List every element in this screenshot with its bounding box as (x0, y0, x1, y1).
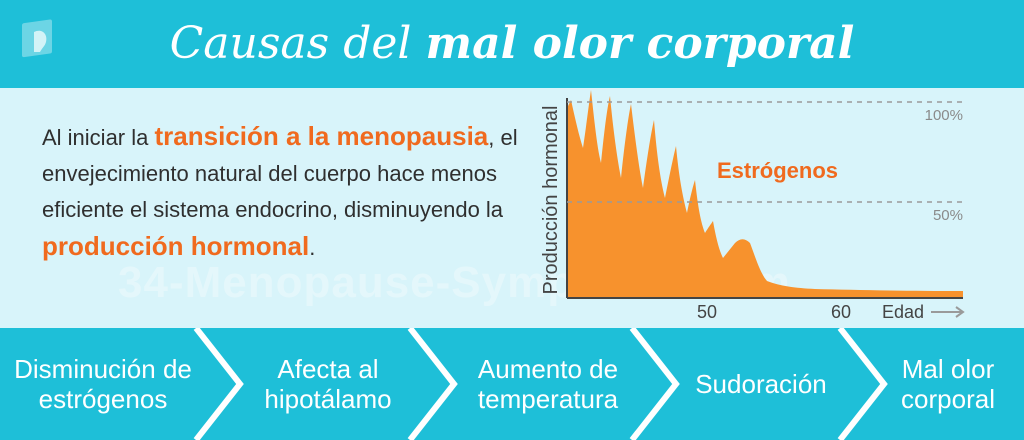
step-4: Sudoración (695, 369, 827, 399)
process-chevrons (193, 328, 888, 440)
title-regular: Causas del (169, 18, 412, 69)
step-5: Mal olor corporal (901, 354, 995, 414)
x-axis-arrow-icon (931, 306, 965, 318)
step-2: Afecta al hipotálamo (264, 354, 392, 414)
chevron-divider-3-icon (629, 328, 680, 440)
process-steps: Disminución de estrógenos Afecta al hipo… (0, 328, 1024, 440)
para-text-1: Al iniciar la (42, 125, 155, 150)
step-1: Disminución de estrógenos (14, 354, 192, 414)
intro-paragraph: Al iniciar la transición a la menopausia… (42, 118, 522, 266)
title-bold: mal olor corporal (425, 18, 855, 69)
para-highlight-1: transición a la menopausia (154, 121, 489, 151)
x-tick-60: 60 (831, 302, 851, 322)
x-tick-50: 50 (697, 302, 717, 322)
page-title: Causas del mal olor corporal (0, 0, 1024, 88)
estrogen-chart: 100% 50% Estrógenos Producción hormonal … (540, 90, 965, 322)
chevron-divider-4-icon (837, 328, 888, 440)
ref-label-100: 100% (925, 107, 963, 124)
chevron-divider-1-icon (193, 328, 244, 440)
estrogen-area (567, 90, 963, 298)
content-panel (0, 88, 1024, 328)
para-highlight-2: producción hormonal (42, 231, 310, 261)
step-3: Aumento de temperatura (477, 354, 619, 414)
profile-face-logo-icon (22, 19, 52, 58)
para-text-3: . (309, 235, 316, 260)
y-axis-label: Producción hormonal (540, 106, 562, 295)
ref-label-50: 50% (933, 207, 963, 224)
para-text-2: , el envejecimiento natural del cuerpo h… (42, 125, 518, 222)
series-label: Estrógenos (717, 158, 838, 183)
header-bar (0, 0, 1024, 88)
chevron-divider-2-icon (407, 328, 458, 440)
x-axis-label: Edad (882, 302, 924, 322)
